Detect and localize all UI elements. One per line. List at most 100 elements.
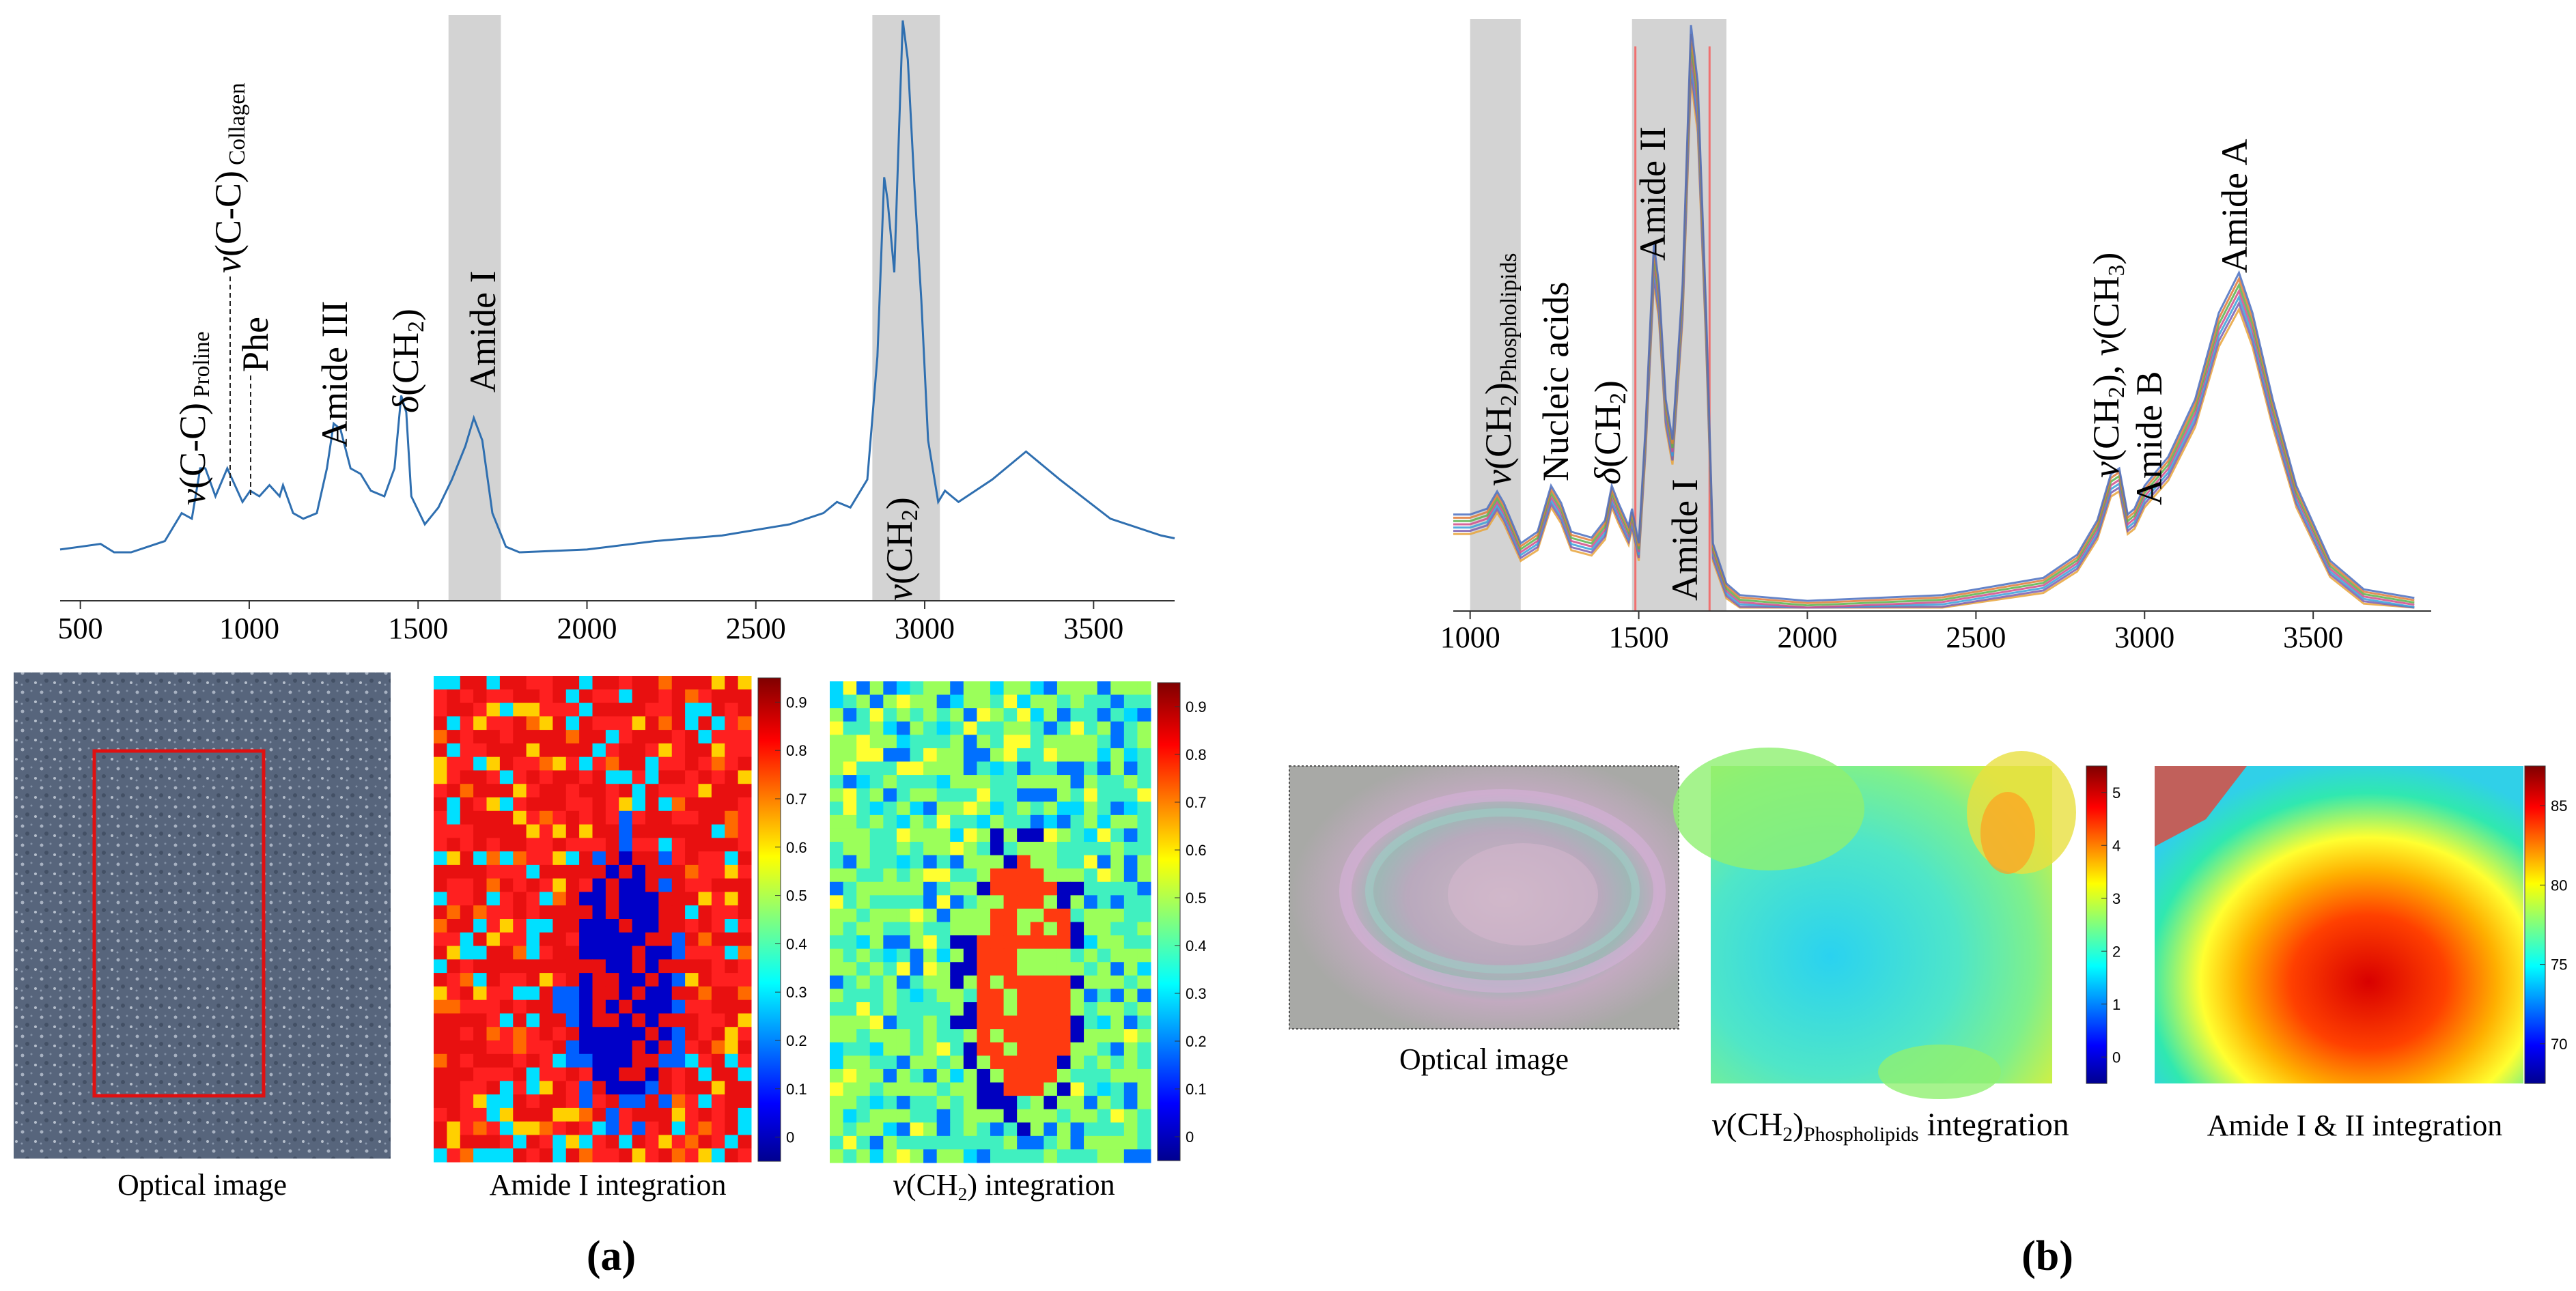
heatmap-cell <box>1017 989 1031 1003</box>
heatmap-cell <box>632 986 646 1001</box>
heatmap-cell <box>856 801 871 816</box>
heatmap-cell <box>843 1082 857 1096</box>
heatmap-cell <box>725 932 739 947</box>
heatmap-cell <box>552 864 567 879</box>
heatmap-cell <box>1003 1082 1018 1096</box>
heatmap-cell <box>1137 922 1151 936</box>
heatmap-cell <box>1056 801 1071 816</box>
heatmap-cell <box>447 838 461 852</box>
heatmap-cell <box>725 1027 739 1041</box>
heatmap-cell <box>552 730 567 744</box>
heatmap-cell <box>830 1082 844 1096</box>
heatmap-cell <box>592 1107 606 1122</box>
heatmap-cell <box>977 735 991 749</box>
heatmap-cell <box>460 1027 474 1041</box>
heatmap-cell <box>1097 1068 1111 1083</box>
heatmap-cell <box>1110 1015 1125 1030</box>
heatmap-cell <box>1123 1029 1138 1043</box>
heatmap-cell <box>460 797 474 812</box>
heatmap-cell <box>711 1094 725 1109</box>
heatmap-cell <box>1030 828 1044 842</box>
peak-label-delta-ch2-b: δ(CH2) <box>1587 380 1631 485</box>
heatmap-cell <box>671 1081 686 1095</box>
heatmap-cell <box>486 824 501 838</box>
heatmap-cell <box>1044 1149 1058 1163</box>
heatmap-cell <box>658 756 673 771</box>
heatmap-cell <box>896 1149 910 1163</box>
heatmap-cell <box>565 1040 580 1055</box>
heatmap-cell <box>830 788 844 802</box>
heatmap-cell <box>671 1067 686 1081</box>
heatmap-cell <box>1030 761 1044 776</box>
heatmap-cell <box>1044 775 1058 789</box>
heatmap-cell <box>513 932 527 947</box>
heatmap-cell <box>843 1002 857 1017</box>
heatmap-cell <box>910 908 924 922</box>
heatmap-cell <box>605 986 619 1001</box>
heatmap-cell <box>460 986 474 1001</box>
heatmap-cell <box>883 908 897 922</box>
heatmap-cell <box>499 919 514 933</box>
heatmap-cell <box>698 999 712 1014</box>
heatmap-cell <box>1017 828 1031 842</box>
heatmap-cell <box>830 1002 844 1017</box>
heatmap-cell <box>936 922 951 936</box>
heatmap-cell <box>434 689 447 704</box>
heatmap-cell <box>632 716 646 730</box>
heatmap-cell <box>1056 721 1071 735</box>
heatmap-cell <box>856 962 871 976</box>
heatmap-cell <box>579 999 593 1014</box>
heatmap-cell <box>990 1068 1005 1083</box>
heatmap-cell <box>685 999 699 1014</box>
heatmap-cell <box>1044 761 1058 776</box>
peak-label-amide-iii: Amide III <box>314 301 355 447</box>
heatmap-cell <box>725 878 739 892</box>
heatmap-cell <box>632 1121 646 1135</box>
heatmap-cell <box>1070 842 1084 856</box>
heatmap-cell <box>910 1068 924 1083</box>
heatmap-cell <box>843 908 857 922</box>
heatmap-cell <box>565 1107 580 1122</box>
heatmap-cell <box>977 855 991 869</box>
heatmap-cell <box>592 810 606 825</box>
heatmap-cell <box>1137 948 1151 963</box>
heatmap-cell <box>725 1081 739 1095</box>
panel-b-tick-label: 1500 <box>1609 621 1669 654</box>
heatmap-cell <box>671 1094 686 1109</box>
heatmap-cell <box>977 1122 991 1137</box>
heatmap-cell <box>963 801 977 816</box>
heatmap-cell <box>725 730 739 744</box>
heatmap-cell <box>513 946 527 960</box>
heatmap-cell <box>565 932 580 947</box>
heatmap-cell <box>990 694 1005 709</box>
heatmap-cell <box>923 842 938 856</box>
heatmap-cell <box>869 1122 884 1137</box>
heatmap-cell <box>526 810 540 825</box>
heatmap-cell <box>698 1027 712 1041</box>
heatmap-cell <box>513 919 527 933</box>
heatmap-cell <box>632 878 646 892</box>
heatmap-cell <box>658 1053 673 1068</box>
heatmap-cell <box>1084 962 1098 976</box>
heatmap-cell <box>936 775 951 789</box>
heatmap-cell <box>896 681 910 696</box>
heatmap-cell <box>447 1013 461 1027</box>
heatmap-cell <box>605 797 619 812</box>
heatmap-cell <box>605 703 619 717</box>
heatmap-cell <box>645 851 659 866</box>
heatmap-cell <box>963 761 977 776</box>
heatmap-cell <box>856 1055 871 1070</box>
heatmap-cell <box>658 1148 673 1163</box>
heatmap-cell <box>1123 748 1138 762</box>
heatmap-cell <box>540 892 553 906</box>
heatmap-cell <box>658 946 673 960</box>
heatmap-cell <box>658 770 673 784</box>
heatmap-cell <box>658 986 673 1001</box>
heatmap-cell <box>843 708 857 722</box>
heatmap-cell <box>540 1027 553 1041</box>
heatmap-cell <box>658 959 673 974</box>
heatmap-cell <box>738 756 752 771</box>
heatmap-cell <box>473 959 487 974</box>
heatmap-cell <box>1097 708 1111 722</box>
heatmap-cell <box>526 919 540 933</box>
